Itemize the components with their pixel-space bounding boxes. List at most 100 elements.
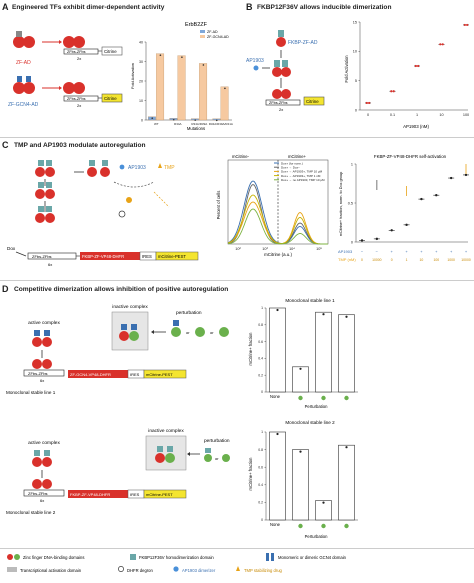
- panel-b-title: FKBP12F36V allows inducible dimerization: [257, 4, 392, 11]
- panel-d-schematics: active complex Monoclonal stable line 1 …: [6, 304, 230, 515]
- ap-row-value: −: [361, 249, 364, 254]
- hist-legend-entry: Dox+ → AP1903+, TMP 10 µM: [281, 170, 323, 174]
- chart-b-point: [368, 101, 371, 105]
- tmp-row-value: 0: [361, 258, 363, 262]
- chart-d-bar: [269, 307, 286, 393]
- chart-d-bar: [292, 449, 309, 521]
- tmp-row-value: 100: [433, 258, 439, 262]
- chart-c-point: [420, 197, 423, 201]
- chart-a-bar: [220, 86, 229, 121]
- chart-c-point: [375, 237, 379, 241]
- chart-d-perturb-icon: [321, 395, 326, 401]
- chart-a-bar: [177, 55, 186, 121]
- chart-b-point: [441, 43, 444, 46]
- chart-a-point: [172, 118, 175, 121]
- chart-d-perturb-icon: [344, 523, 349, 529]
- tmp-row-value: 1: [406, 258, 408, 262]
- chart-d2-xlabel: Perturbation: [305, 534, 328, 539]
- svg-text:2x: 2x: [77, 103, 81, 108]
- svg-text:ZFbs-ZFbs: ZFbs-ZFbs: [269, 101, 288, 105]
- chart-d-bar: [292, 366, 309, 393]
- hist-xtick-label: 10³: [262, 247, 268, 251]
- chart-d-ytick-label: 0.4: [258, 357, 263, 361]
- dox-label: Dox: [7, 246, 16, 251]
- hist-xtick-label: 10⁵: [316, 247, 322, 251]
- active-complex-2: active complex: [28, 440, 60, 446]
- legend-tad: Transcriptional activation domain: [20, 568, 82, 573]
- tmp-row-label: TMP (nM): [338, 257, 356, 262]
- chart-d2-title: Monoclonal stable line 2: [285, 420, 335, 425]
- chart-b-xtick-label: 1: [416, 113, 418, 117]
- tmp-label-c: TMP: [164, 165, 175, 171]
- chart-b-point: [466, 23, 469, 27]
- chart-d-point: [299, 450, 302, 453]
- dimer-top: [35, 160, 55, 177]
- chart-d-perturb-icon: [344, 395, 349, 401]
- chart-d1-title: Monoclonal stable line 1: [285, 298, 335, 303]
- panel-c-histogram: mCitrine- mCitrine+ Percent of cells mCi…: [216, 154, 329, 257]
- chart-a-point: [224, 87, 226, 90]
- chart-c-ytick-label: 1: [351, 162, 353, 166]
- svg-text:IRES: IRES: [130, 372, 140, 377]
- chart-c-point: [464, 173, 468, 177]
- ap-row-label: AP1903: [338, 249, 353, 254]
- chart-b-ytick-label: 5: [355, 79, 357, 83]
- hist-legend-entry: Dox+ (for norm.): [281, 161, 303, 165]
- chart-d-point: [276, 308, 279, 312]
- active-complex-1: active complex: [28, 320, 60, 326]
- chart-d-bar: [338, 314, 355, 393]
- svg-text:or: or: [210, 330, 214, 335]
- chart-b-ytick-label: 10: [353, 50, 357, 54]
- chart-d-ytick-label: 0.6: [258, 465, 263, 469]
- construct-d1-cds: ZF-GCN4-VP48-DHFR: [70, 372, 111, 377]
- panel-d-chart-2: Monoclonal stable line 2 mCitrine+ fract…: [248, 420, 358, 539]
- chart-a-bar: [199, 63, 208, 121]
- panel-d-label: D: [2, 284, 9, 294]
- hist-curve: [227, 194, 328, 245]
- chart-a-category: WT: [154, 122, 159, 126]
- chart-b-point: [417, 64, 420, 68]
- chart-d-ytick-label: 0.4: [258, 483, 263, 487]
- chart-d-bar: [338, 444, 355, 521]
- svg-text:Citrine: Citrine: [104, 49, 117, 54]
- ap-row-value: +: [405, 249, 408, 254]
- chart-a-point: [202, 64, 205, 66]
- chart-d-ytick-label: 0.2: [258, 373, 263, 377]
- panel-b-label: B: [246, 2, 253, 12]
- chart-b-point: [463, 23, 466, 27]
- chart-a-ytick-label: 30: [139, 60, 143, 64]
- chart-a-ytick-label: 40: [139, 40, 143, 44]
- chart-d-perturb-icon: [321, 523, 326, 529]
- chart-b-xtick-label: 0.1: [390, 113, 395, 117]
- inactive-complex-1: inactive complex: [112, 304, 148, 310]
- chart-c-ytick-label: 0.5: [348, 201, 353, 205]
- chart-d-perturb-icon: [298, 523, 303, 529]
- chart-a-point: [159, 54, 162, 56]
- ap-row-value: +: [435, 249, 438, 254]
- hist-legend-entry: Dox+ → no AP1903, TMP 10 µM: [281, 178, 325, 182]
- svg-text:ZFbs-ZFbs: ZFbs-ZFbs: [28, 371, 48, 376]
- chart-d-ytick-label: 1: [261, 430, 263, 434]
- chart-b-point: [365, 101, 368, 105]
- perturbation-1: perturbation: [176, 310, 202, 316]
- chart-c-ytick-label: 0: [351, 240, 353, 244]
- bottom-legend: Zinc finger DNA-binding domains FKBP12F3…: [7, 553, 347, 573]
- chart-d-point: [322, 501, 325, 504]
- svg-text:ZFbs-ZFbs: ZFbs-ZFbs: [28, 491, 48, 496]
- hist-legend-entry: Dox+ → Dox−: [281, 166, 300, 170]
- chart-d-ytick-label: 0: [261, 390, 263, 394]
- panel-d-title: Competitive dimerization allows inhibiti…: [14, 286, 229, 293]
- chart-a-xlabel: Mutations: [187, 126, 205, 131]
- chart-b-xtick-label: 100: [463, 113, 469, 117]
- chart-b-xlabel: AP1903 (nM): [403, 124, 429, 129]
- svg-text:IRES: IRES: [130, 492, 140, 497]
- panel-d-chart-1: Monoclonal stable line 1 mCitrine+ fract…: [248, 298, 358, 409]
- svg-text:6x: 6x: [48, 262, 52, 267]
- ap-row-value: +: [450, 249, 453, 254]
- line1-label: Monoclonal stable line 1: [6, 390, 56, 395]
- chart-a-ylabel: Fold Activation: [130, 63, 135, 89]
- construct-c-cds: FKBP-ZF-VP48-DHFR: [82, 254, 124, 259]
- chart-a-bar: [156, 53, 165, 121]
- hist-xtick-label: 10⁴: [289, 247, 295, 251]
- panel-b-scatter-chart: Fold Activation AP1903 (nM) 0 5 10 15 0 0.1 1 1…: [344, 20, 469, 129]
